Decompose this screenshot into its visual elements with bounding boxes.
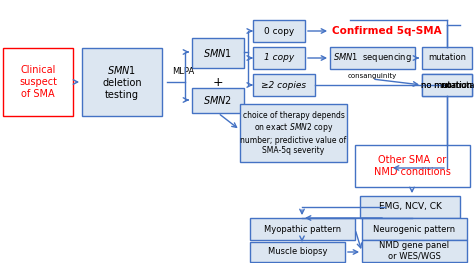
FancyBboxPatch shape [422, 47, 472, 69]
FancyBboxPatch shape [360, 196, 460, 218]
Text: +: + [213, 75, 223, 89]
Text: Myopathic pattern: Myopathic pattern [264, 225, 341, 234]
Text: no mutation: no mutation [421, 80, 473, 89]
Text: 0 copy: 0 copy [264, 27, 294, 36]
FancyBboxPatch shape [3, 48, 73, 116]
FancyBboxPatch shape [362, 218, 467, 240]
Text: EMG, NCV, CK: EMG, NCV, CK [379, 203, 441, 211]
Text: no mutation: no mutation [421, 80, 473, 89]
FancyBboxPatch shape [422, 74, 472, 96]
Text: Neurogenic pattern: Neurogenic pattern [374, 225, 456, 234]
FancyBboxPatch shape [250, 218, 355, 240]
Text: MLPA: MLPA [172, 68, 194, 77]
Text: $SMN1$
deletion
testing: $SMN1$ deletion testing [102, 64, 142, 100]
Text: mutation: mutation [428, 53, 466, 63]
FancyBboxPatch shape [250, 242, 345, 262]
Text: Confirmed 5q-SMA: Confirmed 5q-SMA [332, 26, 442, 36]
Text: NMD gene panel
or WES/WGS: NMD gene panel or WES/WGS [380, 241, 449, 261]
FancyBboxPatch shape [253, 20, 305, 42]
FancyBboxPatch shape [82, 48, 162, 116]
FancyBboxPatch shape [253, 47, 305, 69]
Text: ≥2 copies: ≥2 copies [262, 80, 307, 89]
Text: $SMN1$  sequencing: $SMN1$ sequencing [333, 52, 412, 64]
FancyBboxPatch shape [253, 74, 315, 96]
Text: Muscle biopsy: Muscle biopsy [268, 247, 327, 256]
Text: choice of therapy depends
on exact $SMN2$ copy
number; predictive value of
SMA-5: choice of therapy depends on exact $SMN2… [240, 111, 346, 155]
FancyBboxPatch shape [362, 240, 467, 262]
FancyBboxPatch shape [355, 145, 470, 187]
Text: Clinical
suspect
of SMA: Clinical suspect of SMA [19, 65, 57, 99]
Text: consanguinity: consanguinity [347, 73, 397, 79]
FancyBboxPatch shape [240, 104, 347, 162]
Text: $SMN2$: $SMN2$ [203, 94, 233, 107]
Text: mutation: mutation [450, 80, 474, 89]
Text: no: no [440, 80, 452, 89]
FancyBboxPatch shape [330, 47, 415, 69]
Text: 1 copy: 1 copy [264, 53, 294, 63]
Text: $SMN1$: $SMN1$ [203, 47, 233, 59]
FancyBboxPatch shape [192, 38, 244, 68]
FancyBboxPatch shape [422, 74, 472, 96]
FancyBboxPatch shape [192, 88, 244, 113]
Text: Other SMA  or
NMD conditions: Other SMA or NMD conditions [374, 155, 451, 177]
